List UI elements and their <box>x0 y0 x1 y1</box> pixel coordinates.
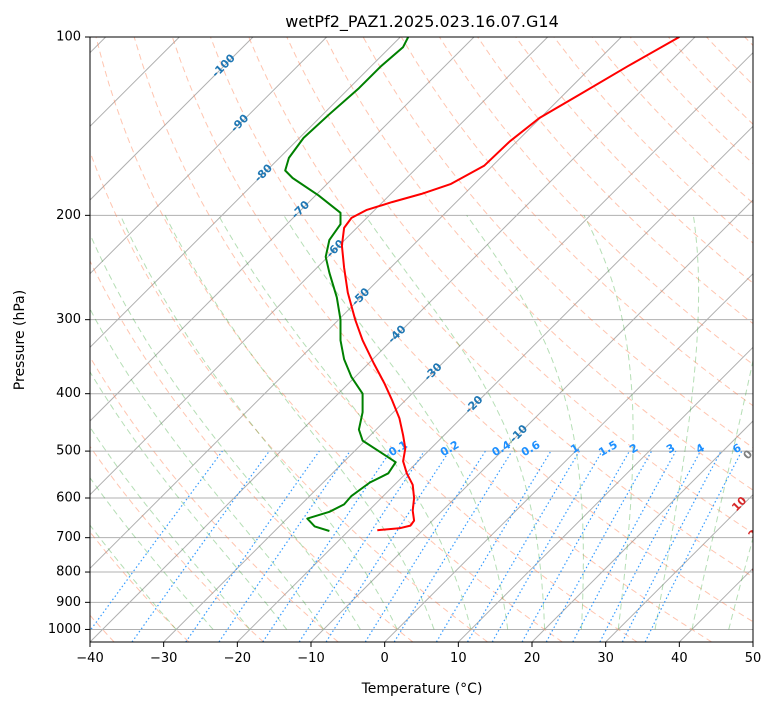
mixing-ratio-label: 2 <box>627 441 640 456</box>
x-tick-label: 50 <box>745 651 762 666</box>
isotherm-line <box>385 37 775 642</box>
mixing-ratio-label: 0.2 <box>438 438 461 459</box>
mixing-ratio-label: 1 <box>568 441 581 456</box>
isotherm-line <box>0 37 253 642</box>
y-tick-label: 600 <box>56 491 81 506</box>
profile-series <box>285 37 679 531</box>
x-tick-label: 40 <box>671 651 688 666</box>
mixing-ratio-label: 4 <box>694 441 707 456</box>
moist-adiabat-line <box>284 215 508 629</box>
isotherm-line <box>532 37 775 642</box>
moist-adiabat-line <box>165 215 434 629</box>
moist-adiabat-line <box>0 215 213 629</box>
mixing-ratio-label: 0.4 <box>490 438 514 459</box>
dry-adiabat-line <box>554 37 775 642</box>
dry-adiabat-line <box>592 37 775 642</box>
mixing-ratio-label: 1.5 <box>596 438 619 459</box>
isotherm-line <box>458 37 775 642</box>
moist-adiabat-label: 40 <box>762 586 775 606</box>
mixing-ratio-line <box>600 451 701 642</box>
x-axis-label: Temperature (°C) <box>361 681 483 697</box>
moist-adiabat-line <box>655 215 699 629</box>
dry-adiabat-line <box>516 37 775 642</box>
plot-frame <box>90 37 753 642</box>
moist-adiabat-line <box>584 215 633 629</box>
y-tick-label: 500 <box>56 444 81 459</box>
dry-adiabat-line <box>0 37 338 642</box>
dry-adiabat-line <box>134 37 637 642</box>
x-tick-label: −30 <box>150 651 177 666</box>
y-axis-label: Pressure (hPa) <box>12 290 28 390</box>
dry-adiabat-line <box>20 37 413 642</box>
isotherm-line <box>237 37 775 642</box>
mixing-ratio-line <box>263 451 391 642</box>
x-tick-label: −10 <box>297 651 324 666</box>
moist-adiabat-label: 20 <box>746 521 766 541</box>
x-tick-label: 0 <box>381 651 389 666</box>
dry-adiabat-line <box>707 37 775 642</box>
isotherm-line <box>0 37 327 642</box>
mixing-ratio-line <box>365 451 485 642</box>
mixing-ratio-line <box>82 451 223 642</box>
y-tick-label: 800 <box>56 565 81 580</box>
isotherm-line <box>164 37 769 642</box>
y-tick-label: 300 <box>56 312 81 327</box>
y-tick-label: 400 <box>56 386 81 401</box>
dry-adiabat-line <box>0 37 264 642</box>
mixing-ratio-line <box>219 451 350 642</box>
mixing-ratio-label: 3 <box>664 441 677 456</box>
isotherm-line <box>679 37 775 642</box>
axes: −40 −30 −20 −10 0 10 20 30 40 50 100 200 300 400 500 60… <box>48 30 761 667</box>
moist-adiabat-line <box>692 215 775 629</box>
y-tick-label: 1000 <box>48 622 81 637</box>
moist-adiabat-label: 10 <box>729 494 749 514</box>
mixing-ratio-line <box>546 451 651 642</box>
moist-adiabat-line <box>0 215 250 629</box>
chart-title: wetPf2_PAZ1.2025.023.16.07.G14 <box>285 12 559 32</box>
x-tick-label: −20 <box>224 651 251 666</box>
y-tick-label: 200 <box>56 208 81 223</box>
moist-adiabat-line <box>766 215 775 629</box>
dry-adiabat-line <box>668 37 775 642</box>
y-tick-label: 100 <box>56 30 81 45</box>
mixing-ratio-label: 0.6 <box>519 438 543 459</box>
x-tick-label: 30 <box>597 651 614 666</box>
dry-adiabat-line <box>58 37 488 642</box>
moist-adiabat-line <box>0 215 176 629</box>
x-tick-label: 10 <box>450 651 467 666</box>
mixing-ratio-line <box>573 451 676 642</box>
isotherm-line <box>753 37 775 642</box>
x-tick-label: −40 <box>76 651 103 666</box>
x-tick-label: 20 <box>524 651 541 666</box>
mixing-ratio-label: 8 <box>760 441 773 456</box>
y-tick-label: 700 <box>56 530 81 545</box>
mixing-ratio-line <box>326 451 449 642</box>
mixing-ratio-line <box>436 451 551 642</box>
y-tick-label: 900 <box>56 595 81 610</box>
dry-adiabat-line <box>96 37 562 642</box>
dry-adiabat-line <box>0 37 189 642</box>
